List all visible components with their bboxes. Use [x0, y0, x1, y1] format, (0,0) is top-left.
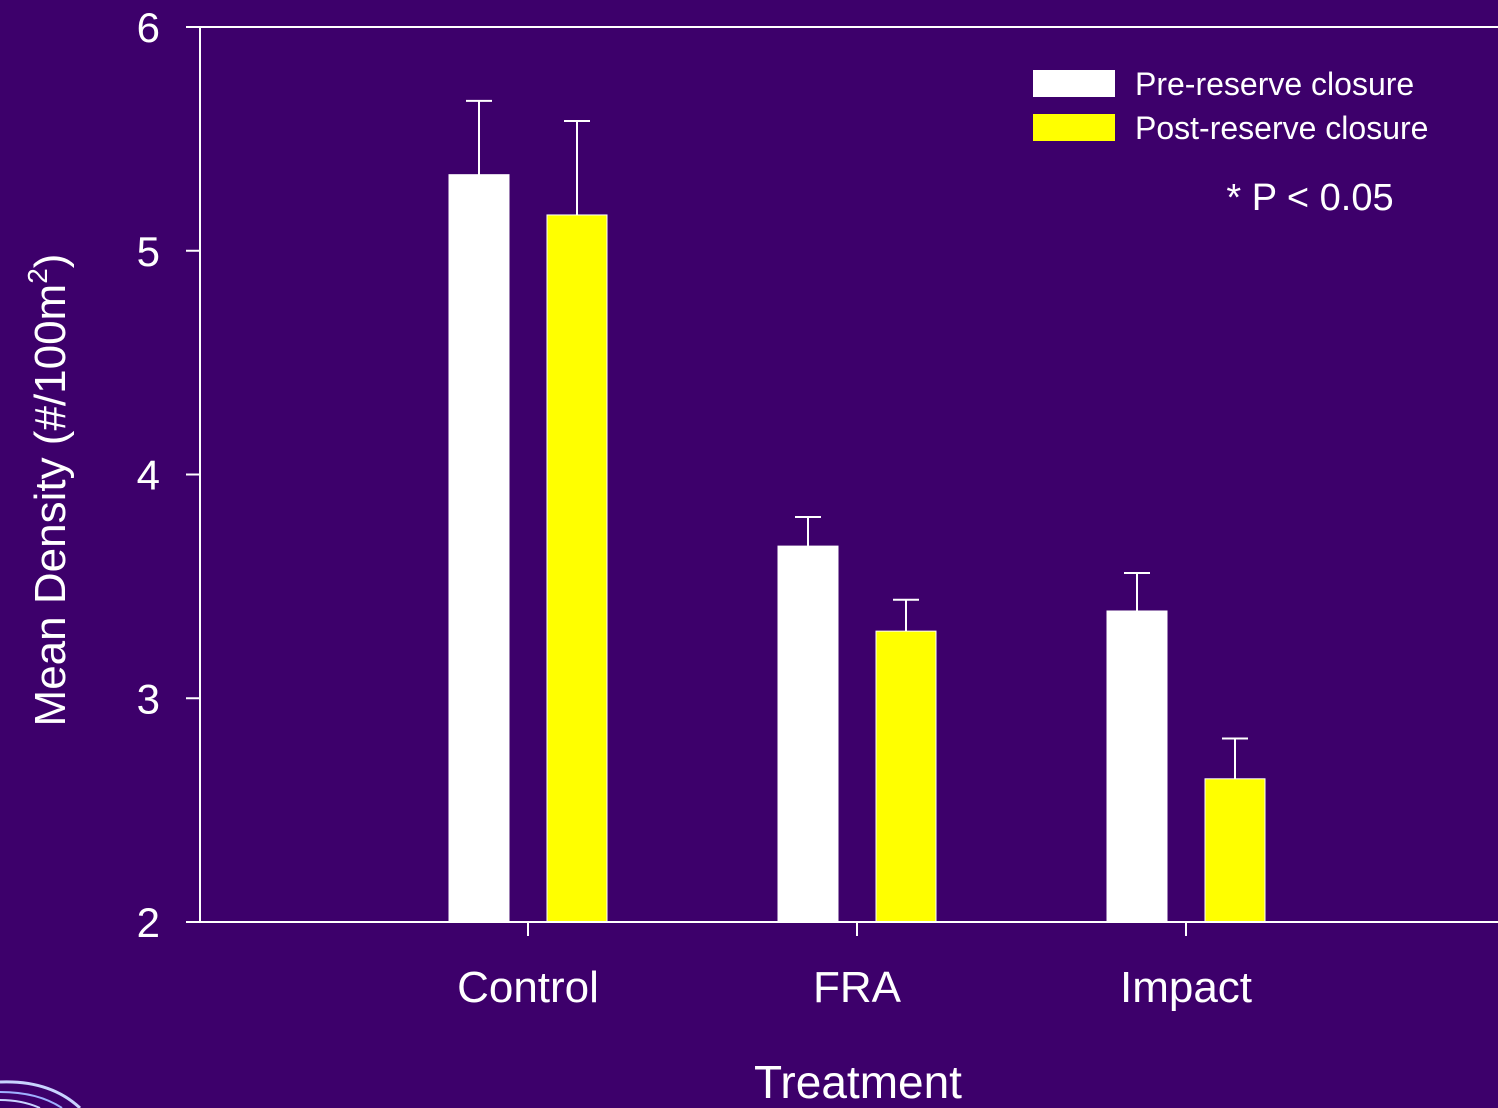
- bars-layer: [448, 99, 1266, 923]
- legend-label-pre: Pre-reserve closure: [1135, 66, 1414, 102]
- y-tick-label: 5: [137, 228, 160, 275]
- logo-arc-inner: [0, 1091, 63, 1108]
- x-axis-label: Treatment: [754, 1056, 962, 1108]
- y-axis-label-superscript: 2: [22, 268, 53, 284]
- bar-post-impact: [1204, 778, 1266, 923]
- logo-fragment: [0, 1080, 82, 1108]
- legend-label-post: Post-reserve closure: [1135, 110, 1428, 146]
- significance-annotation: * P < 0.05: [1226, 177, 1393, 219]
- x-ticks: Control FRA Impact: [457, 922, 1252, 1012]
- bar-pre-fra: [777, 545, 839, 923]
- logo-arc: [0, 1080, 82, 1108]
- y-tick-label: 2: [137, 899, 160, 946]
- bar-pre-control: [448, 174, 510, 923]
- logo-arc-core: [0, 1099, 41, 1108]
- y-axis-label: Mean Density (#/100m2): [22, 254, 75, 727]
- bar-post-fra: [875, 630, 937, 923]
- y-tick-label: 3: [137, 675, 160, 722]
- legend: Pre-reserve closure Post-reserve closure: [1033, 66, 1428, 146]
- x-tick-label-impact: Impact: [1120, 963, 1252, 1012]
- y-tick-label: 6: [137, 4, 160, 51]
- bar-pre-impact: [1106, 610, 1168, 923]
- axes-layer: [199, 26, 1498, 923]
- y-ticks: 2 3 4 5 6: [137, 4, 200, 946]
- bar-post-control: [546, 214, 608, 923]
- x-tick-label-control: Control: [457, 963, 599, 1012]
- y-axis-label-main: Mean Density (#/100m: [26, 284, 75, 727]
- x-tick-label-fra: FRA: [813, 963, 902, 1012]
- legend-swatch-post: [1033, 114, 1115, 141]
- y-tick-label: 4: [137, 452, 160, 499]
- legend-swatch-pre: [1033, 70, 1115, 97]
- y-axis-label-end: ): [26, 254, 75, 269]
